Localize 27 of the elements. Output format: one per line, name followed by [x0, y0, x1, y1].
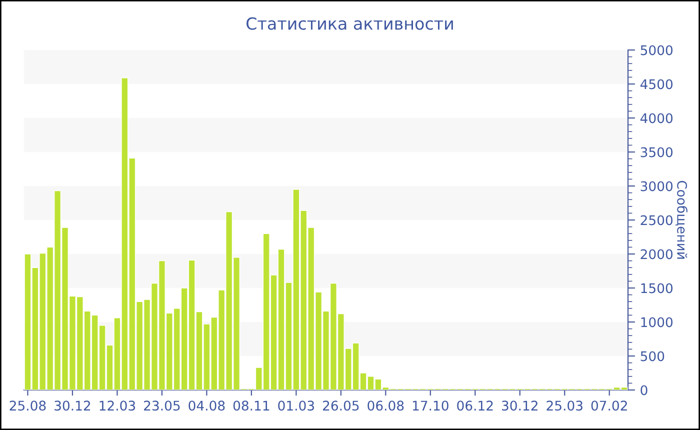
x-tick-label: 30.12: [502, 400, 538, 411]
x-tick-label: 06.08: [368, 400, 404, 411]
y-tick-label: 4500: [640, 79, 673, 90]
y-tick-label: 1500: [641, 283, 673, 294]
y-axis-title: Сообщений: [675, 180, 688, 259]
x-tick-label: 04.08: [188, 400, 225, 411]
y-tick-label: 4000: [640, 113, 673, 124]
x-tick-label: 25.03: [546, 400, 582, 411]
x-tick-label: 12.03: [100, 400, 136, 411]
x-tick-label: 06.12: [457, 400, 493, 411]
y-tick-label: 1000: [641, 317, 673, 328]
y-tick-label: 500: [640, 351, 664, 362]
y-tick-label: 2500: [640, 215, 673, 226]
y-tick-label: 3000: [640, 181, 673, 192]
y-tick-label: 0: [640, 385, 648, 396]
x-tick-label: 26.05: [322, 400, 359, 411]
y-tick-label: 5000: [640, 45, 673, 56]
x-tick-label: 07.02: [591, 400, 627, 411]
x-tick-label: 01.03: [278, 400, 314, 411]
x-tick-label: 25.08: [10, 400, 46, 411]
x-tick-label: 30.12: [54, 400, 90, 411]
x-tick-label: 17.10: [412, 400, 448, 411]
y-tick-label: 2000: [640, 249, 673, 260]
x-tick-label: 23.05: [144, 400, 180, 411]
chart-title: Статистика активности: [246, 17, 453, 30]
x-tick-label: 08.11: [233, 400, 270, 411]
y-tick-label: 3500: [640, 147, 673, 158]
